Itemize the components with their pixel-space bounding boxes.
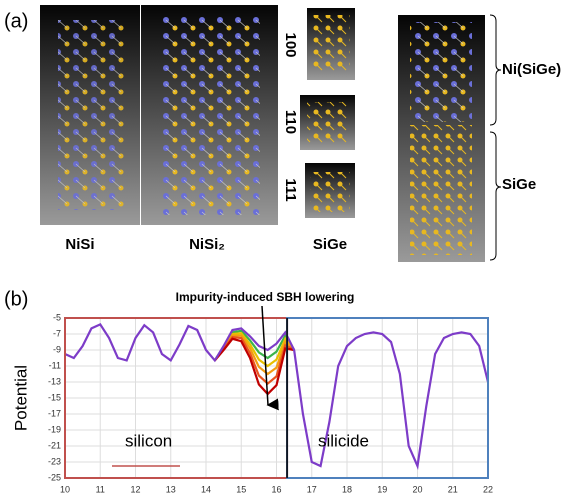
x-tick-label: 18 [342, 484, 352, 494]
x-tick-label: 14 [201, 484, 211, 494]
y-tick-label: -11 [49, 360, 61, 370]
y-tick-label: -17 [48, 408, 61, 418]
y-tick-label: -23 [48, 456, 61, 466]
orientation-label: 100 [282, 32, 299, 57]
x-tick-label: 17 [307, 484, 317, 494]
x-tick-label: 16 [271, 484, 281, 494]
x-tick-label: 13 [166, 484, 176, 494]
orientation-label: 111 [282, 178, 299, 201]
orientation-label: 110 [282, 110, 299, 134]
plot: -5 -7 -9 -11 -13 -15 -17 -19 -21 -23 -25 10 11 12 13 14… [48, 290, 493, 494]
x-tick-label: 12 [130, 484, 140, 494]
structure-label: NiSi [65, 236, 94, 253]
x-tick-label: 22 [483, 484, 493, 494]
x-tick-label: 15 [236, 484, 246, 494]
y-axis-title: Potential [11, 365, 30, 431]
region-label: silicon [125, 431, 172, 450]
y-tick-label: -7 [53, 328, 61, 338]
x-tick-label: 10 [60, 484, 70, 494]
region-label: silicide [318, 431, 369, 450]
structure-label: NiSi₂ [189, 236, 225, 253]
y-tick-label: -5 [53, 312, 61, 322]
y-tick-label: -9 [53, 344, 61, 354]
region-label: SiGe [502, 176, 536, 193]
panel-label: (a) [4, 10, 28, 32]
structure-images [40, 5, 501, 262]
x-tick-label: 11 [96, 484, 105, 494]
y-tick-label: -15 [48, 392, 61, 402]
y-tick-label: -13 [48, 376, 61, 386]
structure-label: SiGe [313, 236, 347, 253]
region-label: Ni(SiGe) [502, 61, 561, 78]
x-tick-label: 20 [412, 484, 422, 494]
figure: (a) NiSi NiSi₂ SiGe 100 110 111 Ni(SiGe)… [0, 0, 581, 499]
x-tick-label: 19 [377, 484, 387, 494]
x-tick-label: 21 [448, 484, 458, 494]
y-tick-label: -25 [48, 472, 61, 482]
y-tick-label: -19 [48, 424, 61, 434]
panel-label: (b) [4, 288, 28, 310]
annotation: Impurity-induced SBH lowering [176, 290, 355, 304]
y-tick-label: -21 [48, 440, 61, 450]
